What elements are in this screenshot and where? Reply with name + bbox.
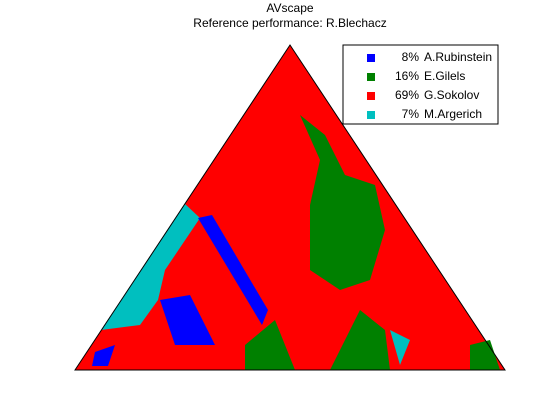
legend-label: G.Sokolov xyxy=(424,88,479,102)
legend-label: E.Gilels xyxy=(424,69,465,83)
legend-percent: 7% xyxy=(402,107,420,121)
triangle xyxy=(75,45,505,370)
region xyxy=(330,310,390,370)
triangle-outline xyxy=(74,44,506,371)
chart-title: AVscape xyxy=(266,1,313,15)
region xyxy=(245,320,295,370)
region xyxy=(198,215,268,325)
legend-swatch xyxy=(367,111,375,119)
legend-swatch xyxy=(367,92,375,100)
region xyxy=(75,45,505,370)
legend-label: M.Argerich xyxy=(424,107,482,121)
region xyxy=(300,115,385,290)
chart-subtitle: Reference performance: R.Blechacz xyxy=(193,16,386,30)
legend-entries: 8% A.Rubinstein 16% E.Gilels 69% G.Sokolov 7% M… xyxy=(367,50,492,121)
legend-label: A.Rubinstein xyxy=(424,50,492,64)
legend-percent: 8% xyxy=(402,50,420,64)
region xyxy=(390,330,410,365)
region xyxy=(101,204,200,330)
legend-percent: 69% xyxy=(395,88,419,102)
region xyxy=(160,295,215,345)
legend-swatch xyxy=(367,73,375,81)
legend-percent: 16% xyxy=(395,69,419,83)
region xyxy=(470,340,500,370)
region xyxy=(92,345,115,366)
legend-swatch xyxy=(367,54,375,62)
